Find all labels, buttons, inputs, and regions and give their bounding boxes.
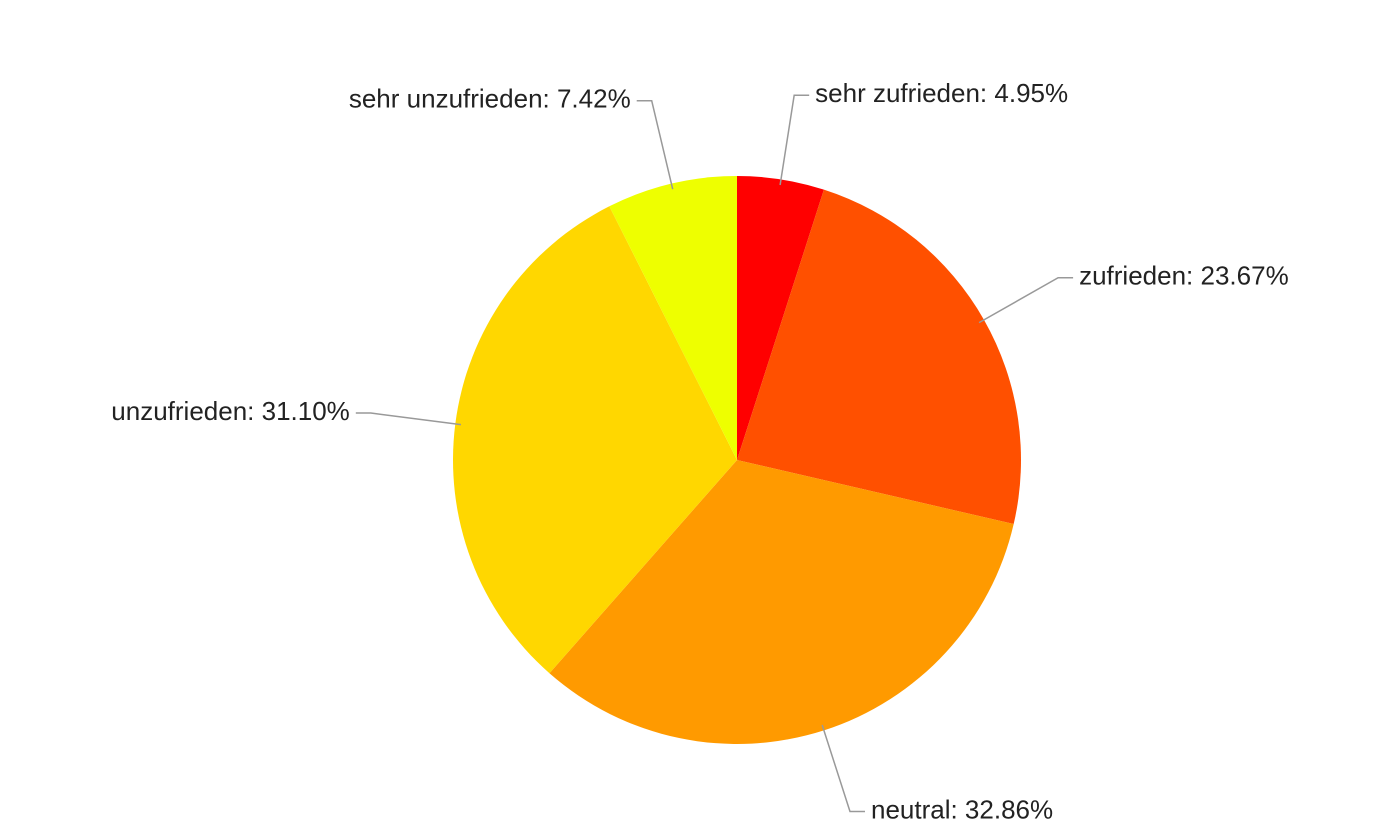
leader-line [636, 100, 674, 190]
pie-slice [453, 206, 737, 674]
pie-slice [549, 460, 1014, 744]
leader-line [821, 724, 865, 813]
leader-line [978, 277, 1074, 324]
data-label: unzufrieden: 31.10% [111, 396, 350, 426]
leader-line [355, 412, 462, 426]
data-label: neutral: 32.86% [871, 794, 1053, 824]
data-label: sehr zufrieden: 4.95% [815, 78, 1068, 108]
pie-slice [609, 176, 737, 460]
pie-slice [737, 189, 1021, 525]
data-label: sehr unzufrieden: 7.42% [349, 84, 631, 114]
data-label: zufrieden: 23.67% [1079, 261, 1289, 291]
leader-line [779, 94, 810, 186]
pie-slice [737, 176, 824, 460]
